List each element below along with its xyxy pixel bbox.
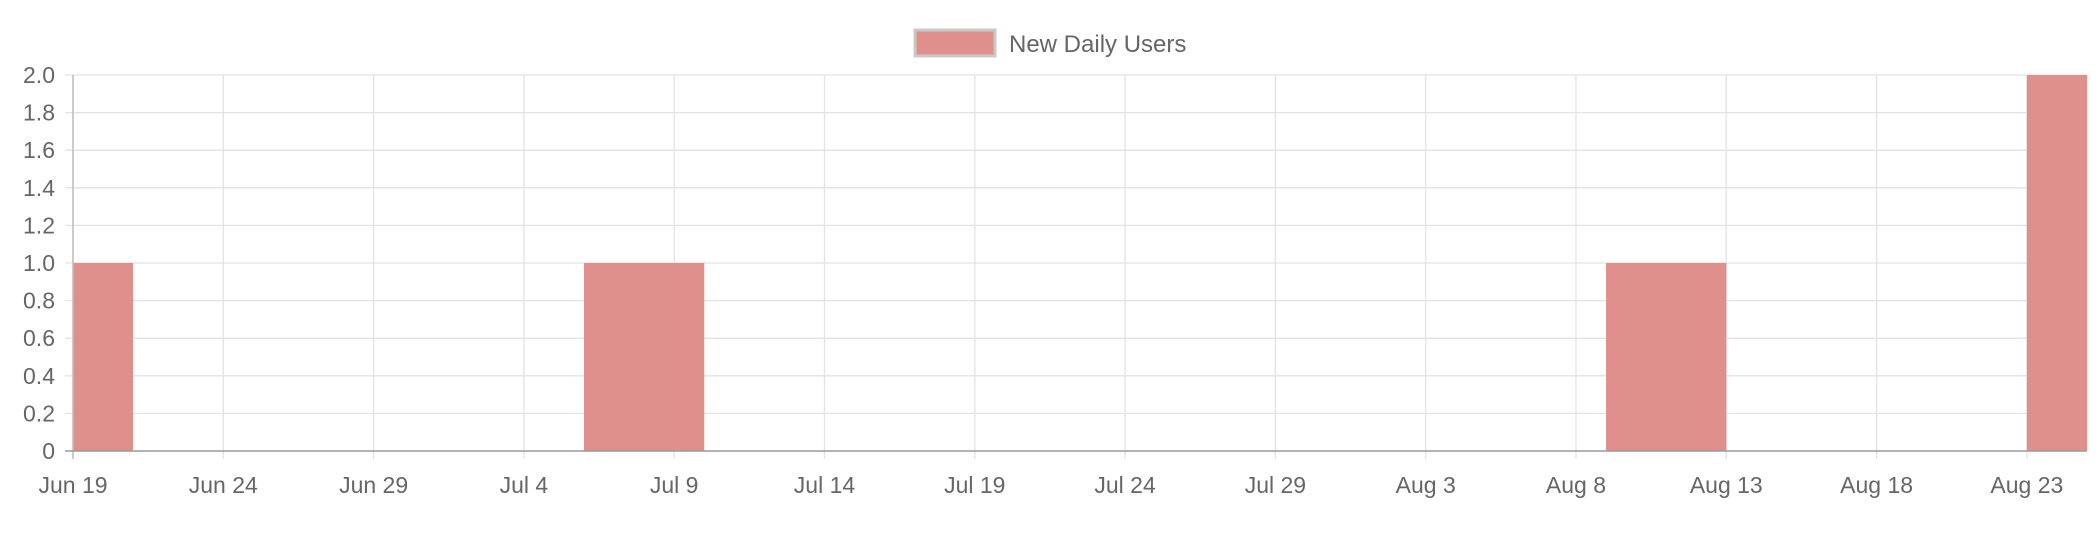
bar[interactable]: [2026, 75, 2087, 451]
bar[interactable]: [1606, 263, 1727, 451]
x-tick-label: Aug 3: [1396, 472, 1456, 498]
y-tick-label: 1.2: [23, 212, 55, 238]
bar[interactable]: [584, 263, 705, 451]
y-tick-label: 1.8: [23, 100, 55, 126]
x-tick-label: Jun 19: [38, 472, 107, 498]
x-axis-ticks: Jun 19 Jun 24 Jun 29 Jul 4 Jul 9 Jul 14 Jul 19…: [38, 472, 2063, 498]
y-tick-label: 0.4: [23, 363, 55, 389]
x-tick-label: Jun 29: [339, 472, 408, 498]
bars: [73, 75, 2087, 451]
x-tick-label: Jun 24: [189, 472, 258, 498]
axes: [65, 75, 2087, 459]
x-tick-label: Aug 13: [1690, 472, 1763, 498]
bar[interactable]: [73, 263, 134, 451]
x-tick-label: Jul 4: [500, 472, 549, 498]
y-tick-label: 1.0: [23, 250, 55, 276]
y-tick-label: 1.6: [23, 137, 55, 163]
y-tick-label: 1.4: [23, 175, 55, 201]
x-tick-label: Jul 19: [944, 472, 1005, 498]
x-tick-label: Aug 23: [1990, 472, 2063, 498]
y-tick-label: 0.8: [23, 288, 55, 314]
y-tick-label: 2.0: [23, 62, 55, 88]
y-tick-label: 0.2: [23, 400, 55, 426]
x-tick-label: Aug 8: [1546, 472, 1606, 498]
y-tick-label: 0.6: [23, 325, 55, 351]
x-tick-label: Jul 29: [1245, 472, 1306, 498]
grid-lines: [65, 74, 2088, 459]
x-tick-label: Jul 14: [794, 472, 856, 498]
legend-swatch[interactable]: [913, 28, 997, 58]
y-tick-label: 0: [42, 438, 55, 464]
x-tick-label: Aug 18: [1840, 472, 1913, 498]
legend[interactable]: New Daily Users: [913, 28, 1186, 58]
y-axis-ticks: 0 0.2 0.4 0.6 0.8 1.0 1.2 1.4 1.6 1.8 2.0: [23, 62, 55, 464]
x-tick-label: Jul 9: [650, 472, 699, 498]
x-tick-label: Jul 24: [1094, 472, 1156, 498]
legend-label[interactable]: New Daily Users: [1009, 31, 1186, 58]
